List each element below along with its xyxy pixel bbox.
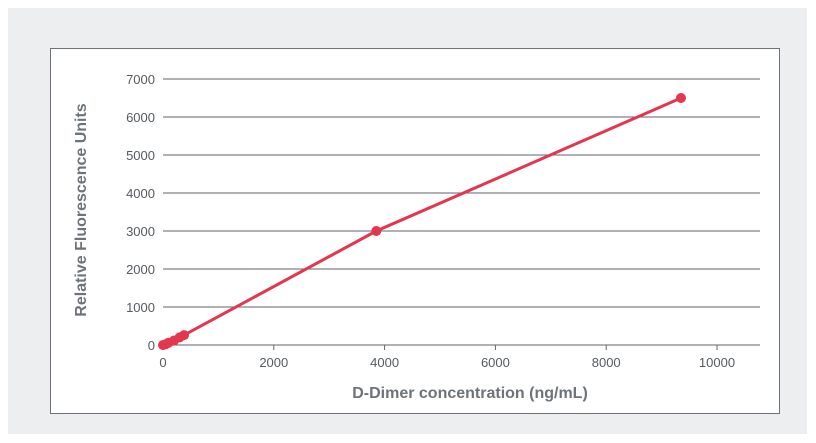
x-tick-label: 4000 [370, 355, 399, 370]
series-layer [158, 93, 686, 350]
y-tick-label: 4000 [126, 186, 155, 201]
x-tick-label: 8000 [592, 355, 621, 370]
x-axis-title: D-Dimer concentration (ng/mL) [352, 385, 588, 402]
y-tick-label: 6000 [126, 110, 155, 125]
y-axis-title: Relative Fluorescence Units [73, 103, 90, 317]
x-tick-labels: 0 2000 4000 6000 8000 10000 [159, 355, 735, 370]
x-tick-label: 2000 [259, 355, 288, 370]
line-chart: 0 1000 2000 3000 4000 5000 6000 7000 0 2000 4000 6… [73, 72, 760, 402]
y-tick-labels: 0 1000 2000 3000 4000 5000 6000 7000 [126, 72, 155, 353]
y-tick-label: 3000 [126, 224, 155, 239]
data-point [675, 93, 686, 103]
figure-background: 0 1000 2000 3000 4000 5000 6000 7000 0 2000 4000 6… [8, 8, 807, 434]
x-tick-label: 10000 [699, 355, 735, 370]
series-line-0 [161, 96, 683, 347]
x-tick-label: 0 [159, 355, 166, 370]
grid-lines [163, 78, 760, 308]
axes [162, 344, 760, 350]
y-tick-label: 7000 [126, 72, 155, 87]
y-tick-label: 0 [148, 338, 155, 353]
data-point [371, 226, 382, 236]
y-tick-label: 1000 [126, 300, 155, 315]
chart-panel: 0 1000 2000 3000 4000 5000 6000 7000 0 2000 4000 6… [50, 48, 780, 414]
y-tick-label: 5000 [126, 148, 155, 163]
x-tick-label: 6000 [481, 355, 510, 370]
y-tick-label: 2000 [126, 262, 155, 277]
data-point [179, 330, 190, 341]
